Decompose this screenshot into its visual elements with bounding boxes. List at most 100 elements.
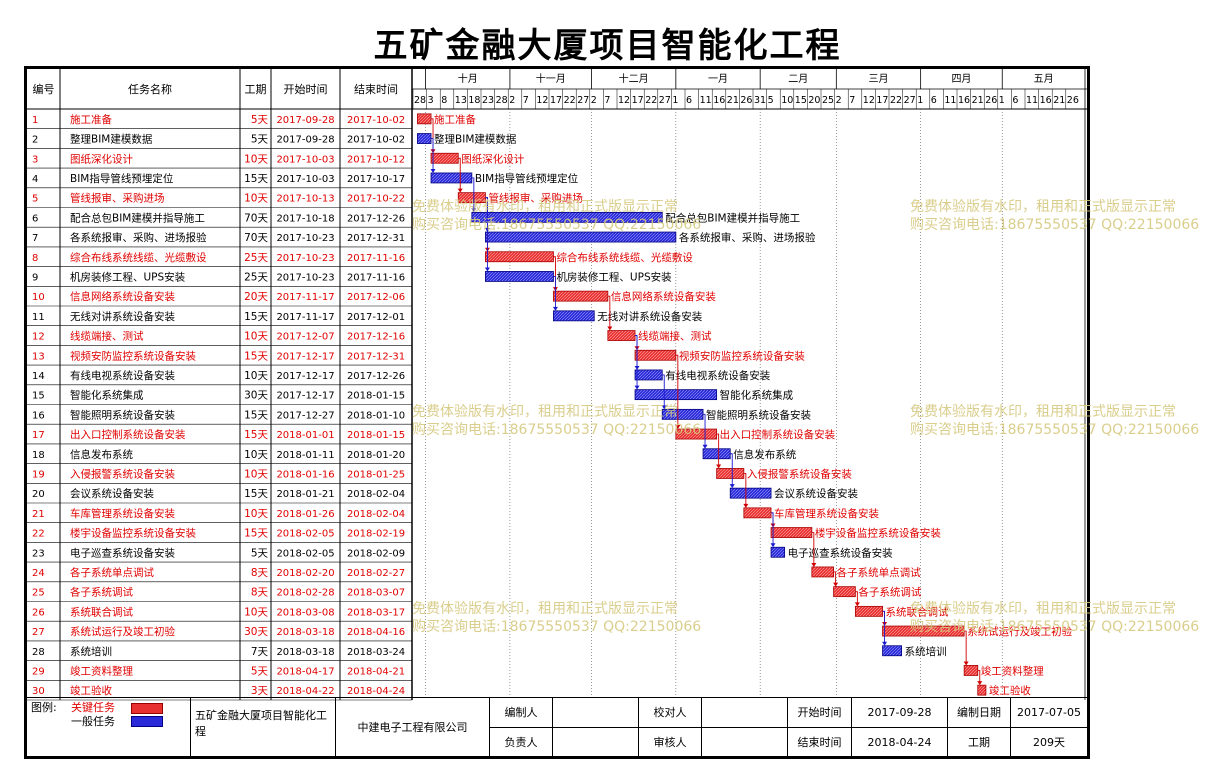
month-label: 三月 xyxy=(868,73,888,85)
task-duration: 25天 xyxy=(244,252,268,264)
header-end: 结束时间 xyxy=(354,83,398,96)
bar-label: 无线对讲系统设备安装 xyxy=(597,310,702,323)
dependency-arrow xyxy=(471,208,477,213)
task-duration: 10天 xyxy=(244,370,268,382)
task-start: 2018-03-18 xyxy=(276,627,334,638)
task-name: 视频安防监控系统设备安装 xyxy=(70,349,196,362)
day-tick-label: 16 xyxy=(958,95,970,106)
day-tick-label: 17 xyxy=(632,95,644,106)
task-id: 12 xyxy=(32,332,45,343)
day-tick-label: 16 xyxy=(1040,95,1052,106)
task-end: 2017-10-17 xyxy=(347,174,405,185)
dependency-link xyxy=(811,532,815,566)
dependency-link xyxy=(964,630,967,665)
task-end: 2017-10-02 xyxy=(347,135,405,146)
bar-label: 各子系统调试 xyxy=(858,586,921,599)
task-id: 1 xyxy=(32,115,38,126)
day-tick-label: 12 xyxy=(536,95,548,106)
task-start: 2017-12-07 xyxy=(276,332,334,343)
task-start: 2017-12-27 xyxy=(276,410,334,421)
task-start: 2017-10-23 xyxy=(276,272,334,283)
task-name: 各系统报审、采购、进场报验 xyxy=(70,231,207,244)
day-tick-label: 11 xyxy=(944,95,956,106)
month-label: 十月 xyxy=(458,72,478,85)
task-name: 施工准备 xyxy=(70,113,112,126)
bar-label: 智能化系统集成 xyxy=(720,389,794,402)
task-start: 2017-12-17 xyxy=(276,391,334,402)
day-tick-label: 18 xyxy=(468,95,480,106)
task-id: 5 xyxy=(32,194,38,205)
day-tick-label: 7 xyxy=(523,95,529,106)
task-end: 2017-12-06 xyxy=(347,292,405,303)
watermark: 免费体验版有水印，租用和正式版显示正常 购买咨询电话:18675550537 QQ… xyxy=(910,403,1199,439)
day-tick-label: 1 xyxy=(999,95,1005,106)
dependency-arrow xyxy=(743,503,749,508)
task-end: 2017-10-12 xyxy=(347,154,405,165)
month-label: 四月 xyxy=(951,73,971,85)
day-tick-label: 31 xyxy=(754,95,766,106)
task-name: 线缆端接、测试 xyxy=(70,330,144,343)
task-duration: 3天 xyxy=(251,685,269,697)
task-id: 11 xyxy=(32,312,45,323)
bar-label: 视频安防监控系统设备安装 xyxy=(679,349,805,362)
dependency-arrow xyxy=(833,582,839,587)
gantt-bar xyxy=(770,527,813,538)
task-name: 入侵报警系统设备安装 xyxy=(70,467,175,480)
day-tick-label: 27 xyxy=(904,95,916,106)
watermark-line1: 免费体验版有水印，租用和正式版显示正常 xyxy=(910,199,1176,215)
bar-label: 会议系统设备安装 xyxy=(774,487,858,500)
watermark-line1: 免费体验版有水印，租用和正式版显示正常 xyxy=(412,199,678,215)
task-start: 2017-10-13 xyxy=(276,194,334,205)
month-label: 二月 xyxy=(788,73,808,85)
legend-normal-label: 一般任务 xyxy=(71,715,115,728)
task-name: BIM指导管线预埋定位 xyxy=(70,172,174,185)
task-id: 4 xyxy=(32,174,38,185)
gantt-bar xyxy=(743,507,772,519)
day-tick-label: 12 xyxy=(863,95,875,106)
task-name: 系统培训 xyxy=(70,645,112,658)
dependency-link xyxy=(730,453,733,488)
task-name: 管线报审、采购进场 xyxy=(70,192,165,205)
day-tick-label: 27 xyxy=(577,95,589,106)
task-end: 2018-02-04 xyxy=(347,489,405,500)
dependency-link xyxy=(855,591,858,606)
task-end: 2018-01-10 xyxy=(347,410,405,421)
task-name: 有线电视系统设备安装 xyxy=(70,369,175,382)
bar-label: 竣工资料整理 xyxy=(981,664,1044,677)
responsible-label: 负责人 xyxy=(504,736,538,749)
task-end: 2018-01-20 xyxy=(347,450,405,461)
dependency-arrow xyxy=(607,326,613,331)
month-label: 一月 xyxy=(708,73,728,85)
month-label: 五月 xyxy=(1034,73,1054,85)
task-end: 2017-12-31 xyxy=(347,233,405,244)
task-duration: 20天 xyxy=(244,291,268,303)
task-end: 2017-12-31 xyxy=(347,351,405,362)
task-duration: 7天 xyxy=(251,646,269,658)
day-tick-label: 6 xyxy=(931,95,937,106)
task-end: 2018-02-09 xyxy=(347,548,405,559)
watermark-line1: 免费体验版有水印，租用和正式版显示正常 xyxy=(412,601,678,617)
dependency-arrow xyxy=(702,444,708,449)
gantt-bar xyxy=(634,349,677,361)
day-tick-label: 20 xyxy=(808,95,820,106)
watermark: 免费体验版有水印，租用和正式版显示正常 购买咨询电话:18675550537 QQ… xyxy=(412,600,701,636)
task-id: 23 xyxy=(32,548,45,559)
dependency-link xyxy=(485,197,488,271)
task-duration: 8天 xyxy=(251,567,269,579)
gantt-bar xyxy=(882,645,902,657)
task-duration: 5天 xyxy=(251,547,269,559)
watermark: 免费体验版有水印，租用和正式版显示正常 购买咨询电话:18675550537 QQ… xyxy=(412,403,701,439)
task-id: 27 xyxy=(32,627,45,638)
task-start: 2017-10-18 xyxy=(276,213,334,224)
day-tick-label: 25 xyxy=(822,95,834,106)
task-end: 2018-01-15 xyxy=(347,391,405,402)
task-start: 2017-10-03 xyxy=(276,154,334,165)
day-tick-label: 6 xyxy=(1012,95,1018,106)
dependency-link xyxy=(662,374,665,409)
compile-date-label: 编制日期 xyxy=(957,706,1001,719)
day-tick-label: 16 xyxy=(713,95,725,106)
bar-label: 出入口控制系统设备安装 xyxy=(720,428,836,441)
task-duration: 15天 xyxy=(244,350,268,362)
gantt-bar xyxy=(553,310,595,322)
task-id: 7 xyxy=(32,233,38,244)
